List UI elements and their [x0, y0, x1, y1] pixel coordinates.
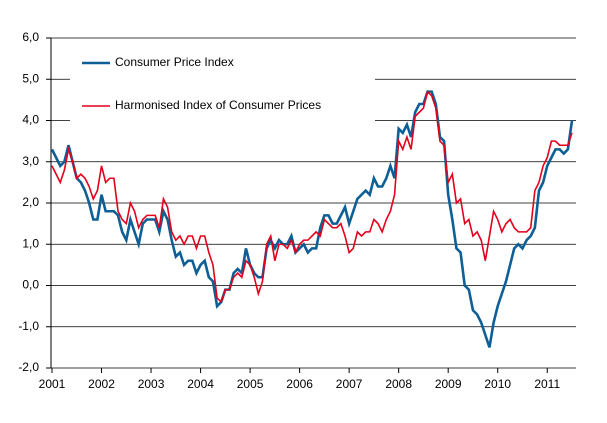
y-tick-label: 0,0: [22, 278, 39, 292]
series-line: [50, 90, 574, 348]
y-tick-label: -1,0: [18, 319, 39, 333]
x-tick-label: 2006: [286, 377, 313, 391]
x-tick-label: 2003: [138, 377, 165, 391]
x-tick-label: 2011: [534, 377, 560, 391]
x-tick-label: 2009: [435, 377, 462, 391]
x-tick-label: 2010: [484, 377, 511, 391]
y-tick-label: 5,0: [22, 71, 39, 85]
y-tick-label: 6,0: [22, 30, 39, 44]
x-tick-label: 2007: [336, 377, 363, 391]
series-line: [51, 90, 573, 304]
x-tick-label: 2005: [237, 377, 264, 391]
legend-label: Harmonised Index of Consumer Prices: [115, 98, 321, 112]
legend-label: Consumer Price Index: [115, 55, 234, 69]
x-tick-label: 2002: [88, 377, 115, 391]
y-tick-label: 1,0: [22, 236, 39, 250]
legend-box: [70, 48, 375, 126]
y-tick-label: 2,0: [22, 195, 39, 209]
x-tick-label: 2004: [187, 377, 214, 391]
x-tick-label: 2001: [39, 377, 66, 391]
y-tick-label: 3,0: [22, 154, 39, 168]
y-tick-label: 4,0: [22, 113, 39, 127]
x-tick-label: 2008: [385, 377, 412, 391]
y-tick-label: -2,0: [18, 360, 39, 374]
